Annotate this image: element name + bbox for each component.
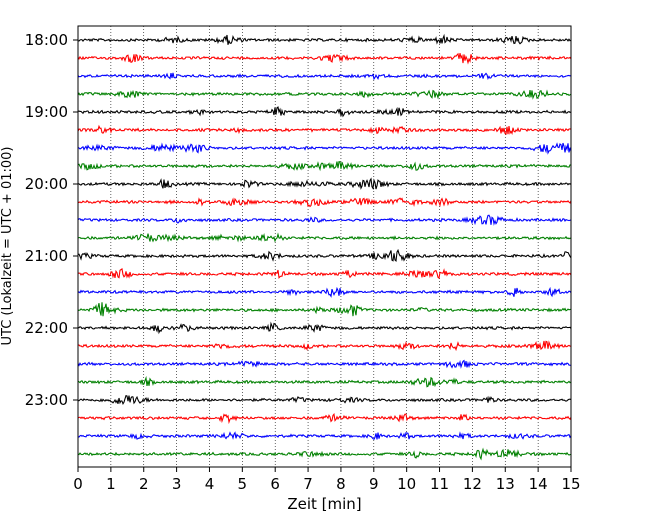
x-tick-label-11: 11 (430, 475, 449, 493)
x-tick-label-6: 6 (270, 475, 280, 493)
y-tick-label-19:00: 19:00 (25, 103, 68, 121)
x-tick-label-8: 8 (336, 475, 346, 493)
trace-1945 (77, 161, 572, 172)
x-tick-label-9: 9 (369, 475, 379, 493)
trace-1900 (77, 106, 572, 118)
trace-2230 (77, 359, 572, 369)
x-tick-label-7: 7 (303, 475, 313, 493)
trace-2145 (77, 302, 572, 317)
x-tick-label-13: 13 (496, 475, 515, 493)
x-tick-label-15: 15 (561, 475, 580, 493)
x-tick-label-2: 2 (139, 475, 149, 493)
y-tick-label-20:00: 20:00 (25, 175, 68, 193)
trace-2330 (77, 431, 572, 441)
trace-1845 (77, 89, 572, 100)
y-tick-label-22:00: 22:00 (25, 319, 68, 337)
trace-2315 (77, 413, 572, 425)
trace-2000 (77, 177, 572, 190)
trace-2030 (77, 214, 572, 226)
trace-group (77, 33, 572, 461)
trace-2215 (77, 340, 572, 352)
trace-1915 (77, 124, 572, 136)
x-tick-label-1: 1 (106, 475, 116, 493)
trace-2200 (77, 321, 572, 335)
x-tick-label-10: 10 (397, 475, 416, 493)
y-axis-label: UTC (Lokalzeit = UTC + 01:00) (0, 147, 15, 346)
x-tick-label-5: 5 (238, 475, 248, 493)
trace-2045 (77, 232, 572, 243)
x-tick-label-4: 4 (205, 475, 215, 493)
trace-2100 (77, 248, 572, 263)
trace-2300 (77, 394, 572, 406)
y-axis: 18:00 19:00 20:00 21:00 22:00 23:00 (25, 31, 78, 409)
x-tick-label-0: 0 (73, 475, 83, 493)
trace-2345 (77, 447, 572, 461)
trace-1830 (77, 72, 572, 81)
trace-2015 (77, 197, 572, 208)
y-tick-label-23:00: 23:00 (25, 391, 68, 409)
trace-2245 (77, 375, 572, 388)
x-axis-label: Zeit [min] (287, 495, 361, 513)
trace-1815 (77, 52, 572, 65)
trace-2115 (77, 268, 572, 280)
x-tick-label-12: 12 (463, 475, 482, 493)
x-tick-label-3: 3 (172, 475, 182, 493)
y-tick-label-21:00: 21:00 (25, 247, 68, 265)
trace-2130 (77, 286, 572, 298)
trace-1800 (77, 33, 572, 45)
x-tick-label-14: 14 (529, 475, 548, 493)
plot-frame (77, 25, 572, 468)
trace-1930 (77, 142, 572, 155)
y-tick-label-18:00: 18:00 (25, 31, 68, 49)
x-axis: 0 1 2 3 4 5 6 7 8 9 10 11 12 13 14 15 (73, 467, 581, 493)
